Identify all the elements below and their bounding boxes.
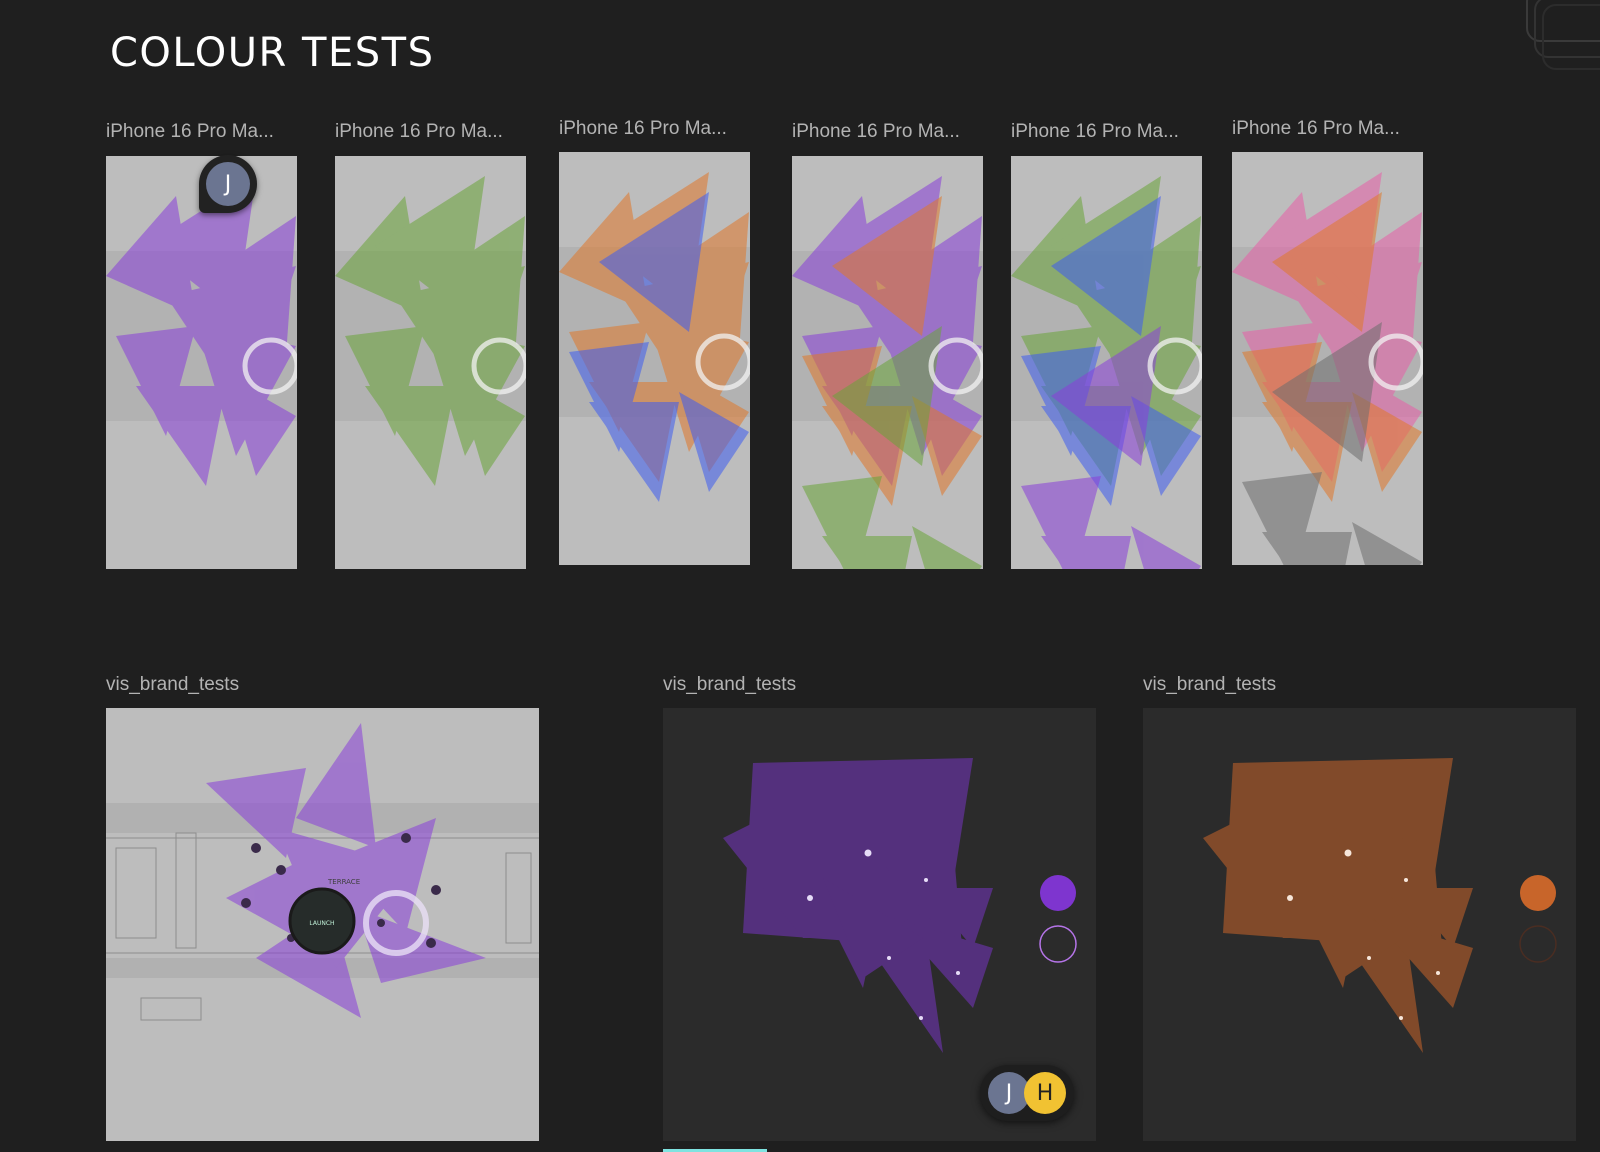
swatch-filled-orange[interactable] bbox=[1520, 875, 1556, 911]
frame-label-brand-1[interactable]: vis_brand_tests bbox=[106, 674, 240, 695]
phone-frame-1[interactable] bbox=[106, 156, 297, 569]
frame-label-brand-2[interactable]: vis_brand_tests bbox=[663, 674, 797, 695]
phone-canvas-svg bbox=[106, 176, 297, 486]
brand-map-svg: TERRACE LAUNCH bbox=[106, 723, 539, 1021]
collaborator-avatar-j[interactable]: J bbox=[206, 162, 250, 206]
corner-panel-layer-2 bbox=[1534, 0, 1600, 58]
phone-frame-6[interactable] bbox=[1232, 152, 1423, 565]
page-title: COLOUR TESTS bbox=[110, 30, 435, 76]
phone-canvas-svg bbox=[792, 176, 983, 569]
frame-label-phone-2[interactable]: iPhone 16 Pro Ma... bbox=[335, 121, 503, 142]
collaborator-avatar-group[interactable]: J H bbox=[980, 1065, 1074, 1121]
corner-panel-layer-1 bbox=[1526, 0, 1600, 42]
collaborator-avatar-j[interactable]: J bbox=[988, 1072, 1030, 1114]
frame-label-phone-4[interactable]: iPhone 16 Pro Ma... bbox=[792, 121, 960, 142]
frame-label-phone-3[interactable]: iPhone 16 Pro Ma... bbox=[559, 118, 727, 139]
brand-dark-purple-svg bbox=[723, 758, 1077, 1053]
swatch-outline-orange[interactable] bbox=[1519, 925, 1557, 963]
phone-canvas-svg bbox=[1232, 172, 1423, 565]
collaborator-avatar-h[interactable]: H bbox=[1024, 1072, 1066, 1114]
launch-button-label: LAUNCH bbox=[309, 920, 334, 927]
frame-label-phone-5[interactable]: iPhone 16 Pro Ma... bbox=[1011, 121, 1179, 142]
brand-dark-orange-svg bbox=[1203, 758, 1557, 1053]
launch-button[interactable] bbox=[288, 887, 356, 955]
frame-label-phone-6[interactable]: iPhone 16 Pro Ma... bbox=[1232, 118, 1400, 139]
swatch-outline-purple[interactable] bbox=[1039, 925, 1077, 963]
phone-frame-4[interactable] bbox=[792, 156, 983, 569]
corner-panel-layer-3[interactable] bbox=[1542, 4, 1600, 70]
avatar-pin-icon[interactable]: J bbox=[199, 155, 257, 213]
phone-canvas-svg bbox=[559, 172, 750, 502]
swatch-filled-purple[interactable] bbox=[1040, 875, 1076, 911]
phone-frame-3[interactable] bbox=[559, 152, 750, 565]
scroll-indicator[interactable] bbox=[663, 1149, 767, 1152]
phone-frame-5[interactable] bbox=[1011, 156, 1202, 569]
brand-frame-dark-orange[interactable] bbox=[1143, 708, 1576, 1141]
phone-canvas-svg bbox=[335, 176, 526, 486]
frame-label-phone-1[interactable]: iPhone 16 Pro Ma... bbox=[106, 121, 274, 142]
brand-frame-map[interactable]: TERRACE LAUNCH bbox=[106, 708, 539, 1141]
map-area-label: TERRACE bbox=[327, 878, 360, 886]
frame-label-brand-3[interactable]: vis_brand_tests bbox=[1143, 674, 1277, 695]
phone-canvas-svg bbox=[1011, 176, 1202, 569]
phone-frame-2[interactable] bbox=[335, 156, 526, 569]
